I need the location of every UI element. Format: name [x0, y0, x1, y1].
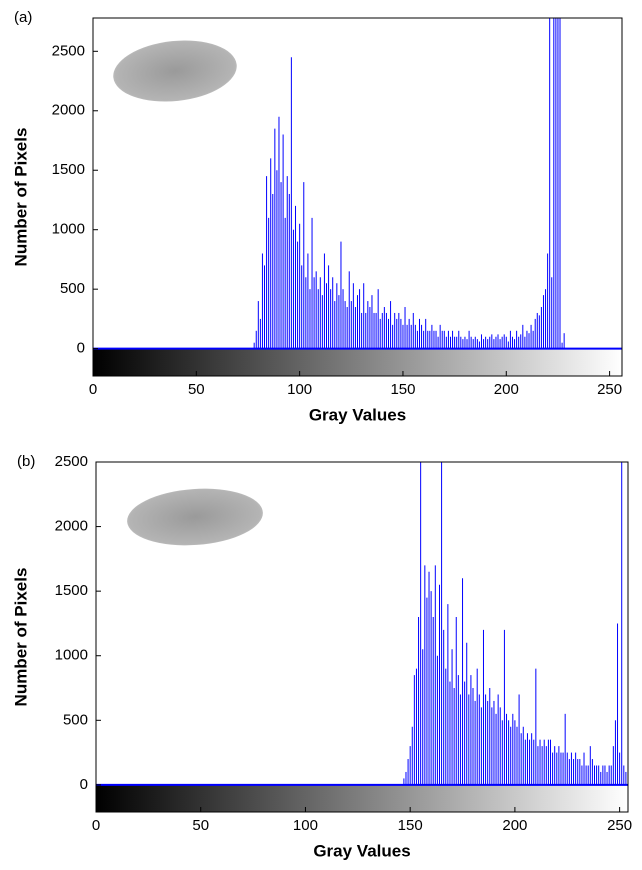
seed-image [127, 488, 263, 546]
seed-image [113, 40, 237, 102]
y-tick-label: 1000 [52, 221, 85, 238]
gray-scale-bar [93, 348, 622, 376]
x-tick-label: 250 [607, 817, 632, 834]
panel-label: (b) [17, 453, 35, 470]
gray-scale-bar [96, 784, 628, 812]
y-tick-label: 0 [77, 340, 85, 357]
x-tick-label: 0 [92, 817, 100, 834]
x-tick-label: 150 [398, 817, 423, 834]
y-tick-label: 2000 [55, 518, 88, 535]
y-tick-label: 500 [63, 711, 88, 728]
panel-label: (a) [14, 9, 32, 26]
plot-area [96, 462, 628, 786]
y-tick-label: 0 [80, 776, 88, 793]
x-tick-label: 150 [390, 381, 415, 398]
plot-area [93, 18, 622, 350]
x-tick-label: 200 [502, 817, 527, 834]
y-tick-label: 2000 [52, 102, 85, 119]
x-tick-label: 0 [89, 381, 97, 398]
y-tick-label: 1500 [52, 161, 85, 178]
x-tick-label: 100 [293, 817, 318, 834]
x-tick-label: 200 [494, 381, 519, 398]
y-tick-label: 2500 [52, 42, 85, 59]
x-tick-label: 50 [188, 381, 205, 398]
y-tick-label: 1000 [55, 647, 88, 664]
y-tick-label: 2500 [55, 453, 88, 470]
y-axis-title: Number of Pixels [11, 568, 30, 707]
axes-frame [92, 17, 623, 377]
x-tick-label: 100 [287, 381, 312, 398]
x-tick-label: 50 [192, 817, 209, 834]
axes-frame [95, 461, 629, 813]
y-axis-title: Number of Pixels [11, 128, 30, 267]
x-axis-title: Gray Values [313, 841, 410, 860]
x-tick-label: 250 [597, 381, 622, 398]
y-tick-label: 500 [60, 280, 85, 297]
x-axis-title: Gray Values [309, 405, 406, 424]
y-tick-label: 1500 [55, 582, 88, 599]
